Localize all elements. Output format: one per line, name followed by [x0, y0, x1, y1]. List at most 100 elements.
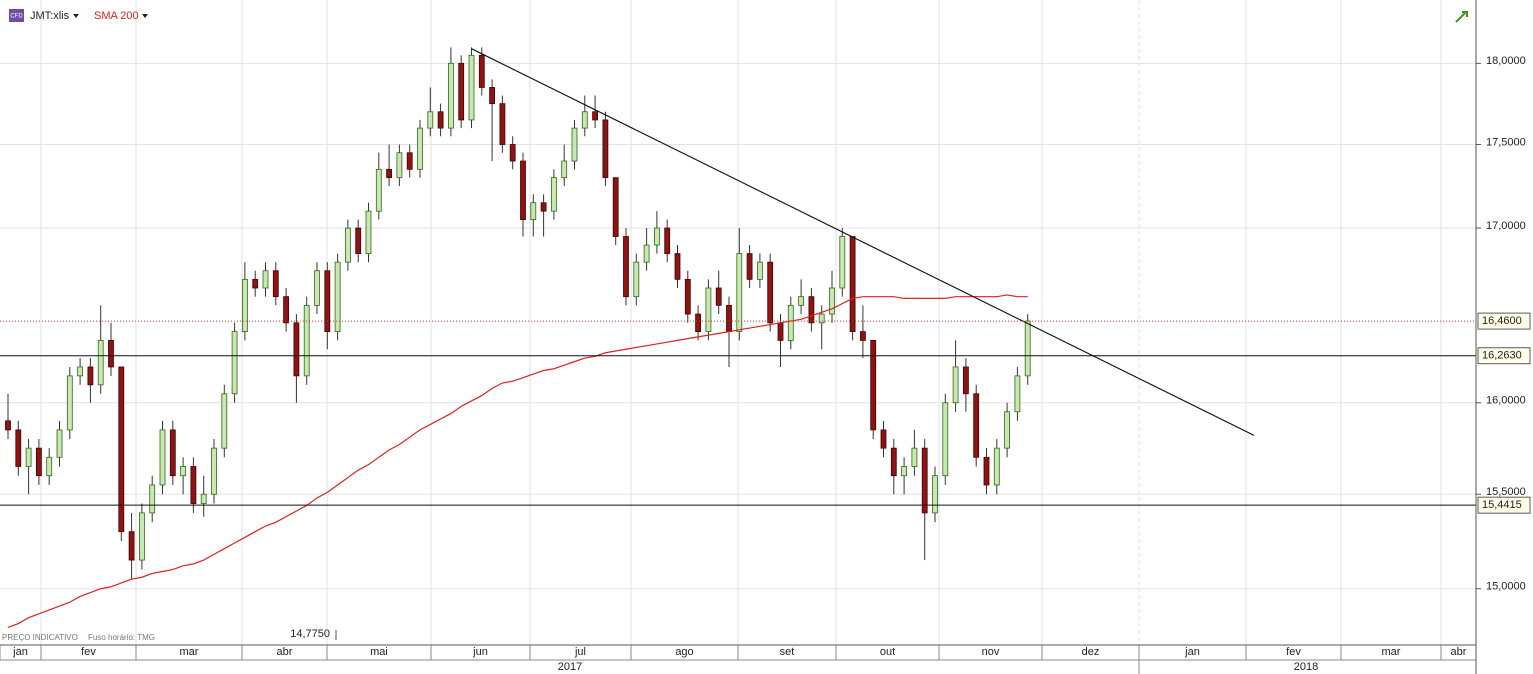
candle-body: [97, 339, 104, 386]
candle-body: [767, 261, 774, 324]
candle-body: [561, 160, 568, 179]
candle-body: [458, 62, 465, 121]
candle-body: [890, 447, 897, 477]
y-tick-label: 17,0000: [1486, 220, 1526, 232]
candle-body: [571, 127, 578, 162]
trendline: [471, 48, 1255, 436]
candle-body: [654, 227, 660, 246]
badge-text: CFD: [10, 14, 23, 20]
candle-body: [829, 287, 835, 315]
candle-body: [963, 366, 969, 395]
x-tick-label: ago: [675, 646, 693, 658]
x-tick-label: mar: [180, 646, 199, 658]
candle-body: [272, 270, 279, 298]
candle-body: [447, 62, 454, 129]
candle-body: [612, 177, 619, 237]
candle-body: [839, 236, 846, 289]
sma-line: [7, 294, 1028, 628]
candle-body: [983, 456, 990, 486]
candle-body: [602, 119, 609, 179]
candle-body: [849, 236, 856, 332]
candle-body: [169, 429, 176, 477]
candle-body: [241, 278, 248, 332]
candle-body: [1014, 375, 1021, 413]
candle-body: [118, 366, 125, 533]
candle-body: [798, 296, 804, 306]
candle-body: [56, 429, 63, 458]
expand-icon[interactable]: [1455, 11, 1468, 23]
candle-body: [221, 393, 228, 449]
candle-body: [581, 111, 588, 129]
candle-body: [77, 366, 83, 377]
legend-series[interactable]: SMA 200: [94, 10, 139, 22]
candle-body: [860, 331, 866, 341]
low-marker: 14,7750: [290, 628, 330, 640]
footer-text: PREÇO INDICATIVO: [2, 633, 78, 642]
x-tick-label: jan: [12, 646, 28, 658]
candle-body: [993, 447, 1000, 486]
candle-body: [499, 103, 506, 145]
dropdown-arrow[interactable]: [73, 14, 79, 18]
x-tick-label: mar: [1382, 646, 1401, 658]
price-label: 15,4415: [1482, 499, 1522, 511]
candle-body: [468, 54, 475, 121]
x-tick-label: jul: [574, 646, 586, 658]
candle-body: [746, 253, 753, 280]
candle-body: [932, 475, 938, 514]
candle-body: [386, 168, 393, 179]
candle-body: [211, 447, 217, 495]
candle-body: [344, 227, 351, 263]
candle-body: [623, 236, 629, 298]
price-label-box: [1477, 347, 1531, 365]
candle-body: [252, 278, 259, 289]
badge: [9, 9, 24, 22]
candle-body: [715, 287, 722, 306]
candle-body: [633, 261, 640, 298]
candle-body: [324, 270, 331, 332]
candle-body: [489, 87, 496, 105]
candle-body: [180, 466, 187, 477]
x-tick-label: abr: [277, 646, 293, 658]
candle-body: [880, 429, 887, 449]
candle-body: [592, 111, 598, 121]
y-tick-label: 15,5000: [1486, 486, 1526, 498]
candle-body: [726, 304, 732, 332]
x-tick-label: set: [780, 646, 795, 658]
x-tick-label: fev: [81, 646, 96, 658]
candle-body: [293, 322, 300, 377]
candle-body: [1004, 411, 1010, 449]
candle-body: [911, 447, 918, 467]
candle-body: [921, 447, 928, 514]
candle-body: [334, 261, 341, 332]
candle-body: [478, 54, 485, 88]
y-tick-label: 18,0000: [1486, 55, 1526, 67]
x-tick-label: out: [880, 646, 895, 658]
candle-body: [540, 202, 547, 212]
candle-body: [684, 278, 691, 315]
x-tick-label: nov: [982, 646, 1000, 658]
price-label: 16,4600: [1482, 315, 1522, 327]
candle-body: [108, 339, 114, 368]
candle-body: [973, 393, 980, 458]
candle-body: [551, 177, 557, 212]
y-tick-label: 17,5000: [1486, 136, 1526, 148]
y-tick-label: 16,0000: [1486, 395, 1526, 407]
candle-body: [87, 366, 94, 386]
candle-body: [355, 227, 362, 254]
candle-body: [787, 304, 794, 341]
candle-body: [818, 313, 825, 324]
candle-body: [705, 287, 712, 332]
candle-body: [365, 210, 372, 254]
year-label: 2018: [1294, 661, 1318, 673]
candle-body: [942, 402, 949, 477]
candle-body: [777, 322, 784, 341]
x-tick-label: jun: [472, 646, 488, 658]
candle-body: [314, 270, 320, 306]
candle-body: [128, 531, 135, 561]
dropdown-arrow[interactable]: [142, 14, 148, 18]
candle-body: [36, 447, 42, 477]
legend-series[interactable]: JMT:xlis: [30, 10, 70, 22]
price-label-box: [1477, 312, 1531, 330]
